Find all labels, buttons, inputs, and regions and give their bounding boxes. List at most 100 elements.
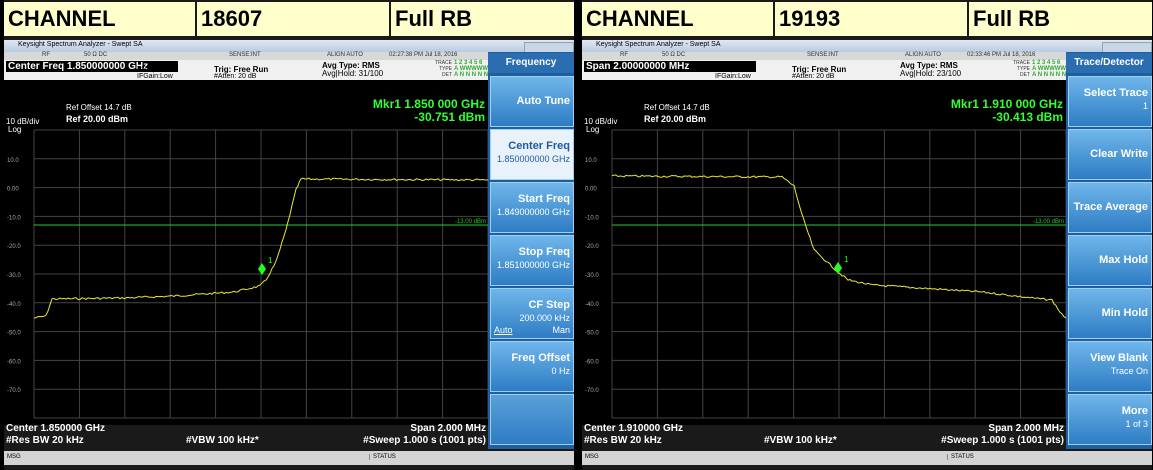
sweep: #Sweep 1.000 s (1001 pts): [941, 435, 1064, 446]
header-cell: CHANNEL: [582, 2, 773, 36]
trig: Trig: Free Run: [792, 65, 847, 74]
menu-button[interactable]: Select Trace 1: [1068, 76, 1152, 127]
button-label: More: [1121, 405, 1148, 417]
y-label: -30.0: [7, 273, 21, 279]
option: Auto: [494, 325, 513, 335]
scale: 10 dB/div: [584, 117, 617, 126]
center: Center 1.910000 GHz: [584, 423, 683, 434]
limit-label: -13.00 dBm: [455, 219, 486, 225]
button-label: Start Freq: [518, 193, 570, 205]
menu-button[interactable]: Auto Tune: [490, 76, 574, 127]
menu-button[interactable]: Stop Freq 1.851000000 GHz: [490, 235, 574, 286]
menu-button[interactable]: Freq Offset 0 Hz: [490, 341, 574, 392]
header-cell: CHANNEL: [4, 2, 195, 36]
pno: PNO: Wide: [715, 66, 751, 73]
menu-button[interactable]: Center Freq 1.850000000 GHz: [490, 129, 574, 180]
button-label: Clear Write: [1090, 148, 1148, 160]
ifgain: IFGain:Low: [715, 73, 751, 80]
status-text: RF: [42, 52, 50, 58]
status-text: 02:27:38 PM Jul 18, 2016: [389, 52, 458, 58]
menu-button[interactable]: Start Freq 1.849000000 GHz: [490, 182, 574, 233]
status-text: ALIGN AUTO: [327, 52, 363, 58]
y-label: -40.0: [7, 302, 21, 308]
y-label: -40.0: [585, 302, 599, 308]
button-value: 0 Hz: [551, 366, 570, 376]
trace-label: DET: [442, 72, 452, 78]
status-bar: STATUS: [947, 454, 974, 460]
button-value: 1.850000000 GHz: [496, 154, 570, 164]
y-label: -50.0: [7, 331, 21, 337]
header-cell: 19193: [775, 2, 967, 36]
atten: #Atten: 20 dB: [214, 73, 257, 80]
menu-button[interactable]: CF Step 200.000 kHz Auto Man: [490, 288, 574, 339]
span: Span 2.000 MHz: [410, 423, 486, 434]
button-value: 1.851000000 GHz: [496, 260, 570, 270]
y-label: 0.00: [585, 187, 597, 193]
button-value: Trace On: [1110, 366, 1148, 376]
header-cell: Full RB: [969, 2, 1152, 36]
menu-title: Trace/Detector: [1066, 53, 1152, 73]
center: Center 1.850000 GHz: [6, 423, 105, 434]
menu-title: Frequency: [488, 53, 574, 73]
status-text: SENSE:INT: [807, 52, 839, 58]
graph: Ref Offset 14.7 dB 10 dB/div Ref 20.00 dBm…: [4, 80, 488, 425]
menu-button[interactable]: Max Hold: [1068, 235, 1152, 286]
button-label: Freq Offset: [511, 352, 570, 364]
log: Log: [586, 125, 599, 134]
avg-type: Avg Type: RMS: [900, 61, 958, 70]
button-label: CF Step: [528, 299, 570, 311]
avg-hold: Avg|Hold: 23/100: [900, 69, 962, 78]
header-cell: 18607: [197, 2, 389, 36]
avg-type: Avg Type: RMS: [322, 61, 380, 70]
trace: [33, 177, 488, 319]
status-text: RF: [620, 52, 628, 58]
menu-button[interactable]: Clear Write: [1068, 129, 1152, 180]
button-label: Max Hold: [1099, 254, 1148, 266]
menu-button[interactable]: More 1 of 3: [1068, 394, 1152, 445]
setting: Center Freq 1.850000000 GHz: [6, 61, 178, 72]
marker: [834, 262, 842, 274]
avg-hold: Avg|Hold: 31/100: [322, 69, 384, 78]
menu-button[interactable]: Trace Average: [1068, 182, 1152, 233]
button-label: Stop Freq: [518, 246, 570, 258]
marker-level: -30.413 dBm: [992, 110, 1063, 124]
y-label: 10.0: [585, 158, 597, 164]
scale: 10 dB/div: [6, 117, 39, 126]
graph: Ref Offset 14.7 dB 10 dB/div Ref 20.00 dBm…: [582, 80, 1066, 425]
button-label: Min Hold: [1101, 307, 1148, 319]
menu-button[interactable]: View Blank Trace On: [1068, 341, 1152, 392]
status-row: [4, 52, 488, 60]
button-label: Select Trace: [1083, 87, 1148, 99]
status-bar: STATUS: [369, 454, 396, 460]
trace-value: A N N N N N: [1032, 72, 1067, 78]
y-label: -70.0: [585, 388, 599, 394]
setting: Span 2.00000000 MHz: [584, 61, 756, 72]
status-text: SENSE:INT: [229, 52, 261, 58]
status-text: 50 Ω DC: [84, 52, 108, 58]
marker: [258, 263, 266, 275]
button-label: Center Freq: [508, 140, 570, 152]
trace-value: A WWWWW: [454, 66, 489, 72]
trace-label: TRACE: [1013, 60, 1030, 66]
menu-button: [490, 394, 574, 445]
vbw: #VBW 100 kHz*: [186, 435, 259, 446]
menu-button[interactable]: Min Hold: [1068, 288, 1152, 339]
trace-label: TYPE: [1016, 66, 1030, 72]
log: Log: [8, 125, 21, 134]
title-bar: [4, 40, 574, 52]
trace-value: A WWWWW: [1032, 66, 1067, 72]
trace-label: TYPE: [438, 66, 452, 72]
status-text: 02:33:46 PM Jul 18, 2016: [967, 52, 1036, 58]
button-label: Auto Tune: [516, 95, 570, 107]
rbw: #Res BW 20 kHz: [584, 435, 662, 446]
y-label: -30.0: [585, 273, 599, 279]
y-label: -20.0: [7, 244, 21, 250]
ref-level: Ref 20.00 dBm: [66, 114, 128, 124]
window-title: Keysight Spectrum Analyzer - Swept SA: [596, 41, 721, 48]
button-value: 1.849000000 GHz: [496, 207, 570, 217]
marker-id: 1: [268, 256, 273, 265]
marker-freq: Mkr1 1.850 000 GHz: [373, 97, 485, 111]
msg: MSG: [7, 454, 21, 460]
option: Man: [552, 325, 570, 335]
